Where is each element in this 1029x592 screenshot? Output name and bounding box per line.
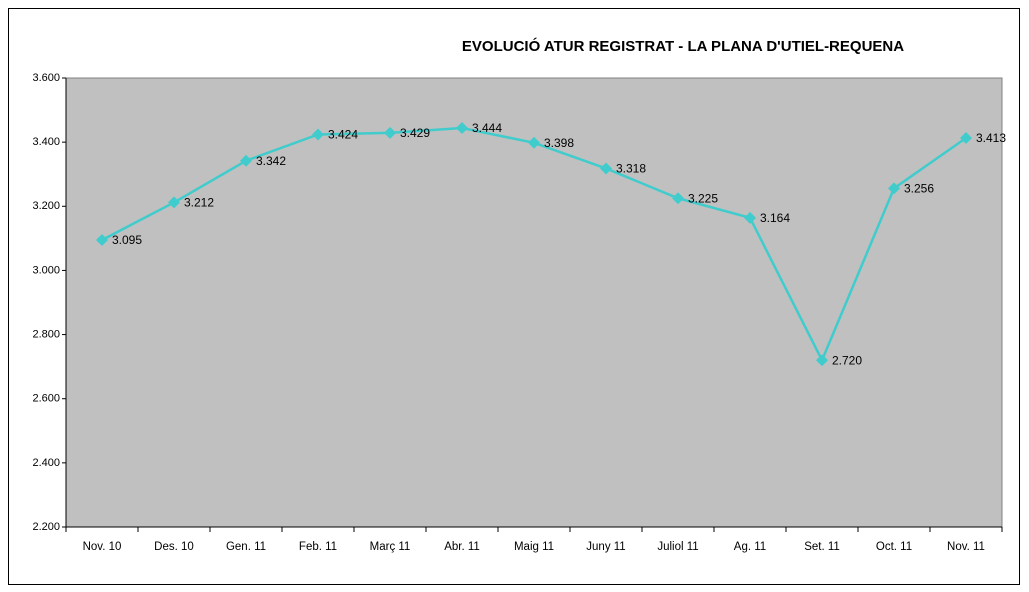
marker [960, 131, 972, 144]
data-label: 3.318 [616, 162, 646, 176]
x-tick-label: Feb. 11 [299, 541, 337, 553]
x-tick-label: Oct. 11 [876, 541, 912, 553]
data-label: 3.256 [904, 181, 934, 195]
marker [240, 154, 252, 167]
marker [312, 128, 324, 141]
data-label: 3.342 [256, 154, 286, 168]
data-label: 3.413 [976, 131, 1006, 145]
marker [384, 126, 396, 139]
marker [168, 196, 180, 209]
y-tick-label: 2.400 [32, 457, 60, 469]
y-tick-label: 3.600 [32, 72, 60, 84]
chart-title: EVOLUCIÓ ATUR REGISTRAT - LA PLANA D'UTI… [462, 37, 904, 55]
data-label: 3.164 [760, 211, 790, 225]
x-tick-label: Maig 11 [514, 541, 554, 553]
data-label: 3.095 [112, 233, 142, 247]
y-tick-label: 3.400 [32, 136, 60, 148]
x-tick-label: Nov. 10 [83, 541, 122, 553]
x-tick-label: Ag. 11 [734, 541, 766, 553]
marker [96, 233, 108, 246]
x-tick-label: Juny 11 [586, 541, 625, 553]
x-tick-label: Des. 10 [154, 541, 194, 553]
x-tick-label: Set. 11 [804, 541, 840, 553]
data-label: 3.429 [400, 126, 430, 140]
marker [600, 162, 612, 175]
x-tick-label: Gen. 11 [226, 541, 266, 553]
y-tick-label: 3.200 [32, 200, 60, 212]
data-label: 3.444 [472, 121, 502, 135]
data-label: 3.225 [688, 191, 718, 205]
marker [888, 182, 900, 195]
data-label: 3.424 [328, 128, 358, 142]
x-tick-label: Juliol 11 [657, 541, 698, 553]
marker [456, 122, 468, 135]
y-tick-label: 2.800 [32, 328, 60, 340]
marker [528, 136, 540, 149]
marker [816, 354, 828, 367]
marker [744, 211, 756, 224]
y-tick-label: 2.200 [32, 521, 60, 533]
marker [672, 192, 684, 205]
data-label: 3.398 [544, 136, 574, 150]
y-tick-label: 3.000 [32, 264, 60, 276]
x-tick-label: Març 11 [370, 541, 411, 553]
x-tick-label: Abr. 11 [444, 541, 480, 553]
data-label: 3.212 [184, 196, 214, 210]
x-tick-label: Nov. 11 [947, 541, 985, 553]
y-tick-label: 2.600 [32, 393, 60, 405]
data-label: 2.720 [832, 353, 862, 367]
